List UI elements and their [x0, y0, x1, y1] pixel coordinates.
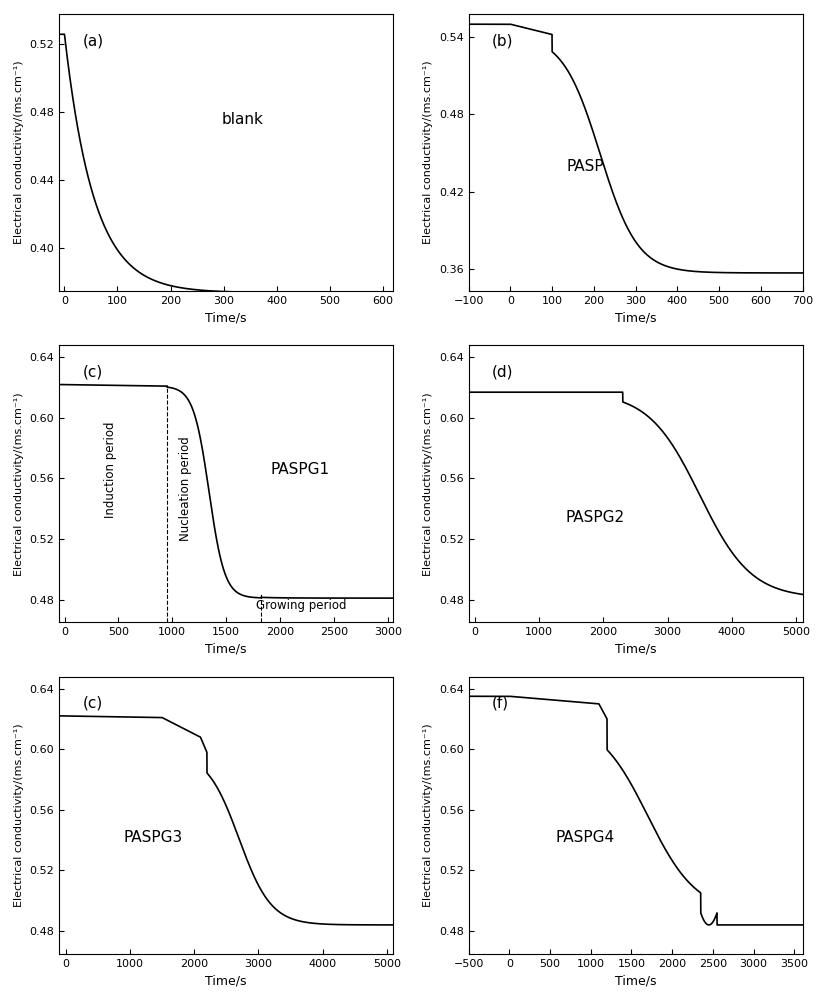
Y-axis label: Electrical conductivity/(ms.cm⁻¹): Electrical conductivity/(ms.cm⁻¹) — [423, 724, 433, 907]
X-axis label: Time/s: Time/s — [205, 974, 247, 987]
Text: PASPG4: PASPG4 — [556, 830, 615, 845]
Text: Induction period: Induction period — [104, 421, 117, 518]
X-axis label: Time/s: Time/s — [614, 974, 657, 987]
X-axis label: Time/s: Time/s — [614, 311, 657, 324]
Text: PASPG1: PASPG1 — [270, 462, 329, 477]
Text: PASP: PASP — [566, 159, 605, 174]
Y-axis label: Electrical conductivity/(ms.cm⁻¹): Electrical conductivity/(ms.cm⁻¹) — [14, 392, 24, 576]
Text: (d): (d) — [492, 364, 514, 379]
Y-axis label: Electrical conductivity/(ms.cm⁻¹): Electrical conductivity/(ms.cm⁻¹) — [423, 392, 433, 576]
Y-axis label: Electrical conductivity/(ms.cm⁻¹): Electrical conductivity/(ms.cm⁻¹) — [423, 61, 433, 244]
Text: PASPG3: PASPG3 — [123, 830, 182, 845]
Text: (a): (a) — [83, 33, 103, 48]
Text: PASPG2: PASPG2 — [566, 510, 625, 525]
Text: Nucleation period: Nucleation period — [179, 436, 192, 542]
Y-axis label: Electrical conductivity/(ms.cm⁻¹): Electrical conductivity/(ms.cm⁻¹) — [14, 724, 24, 907]
X-axis label: Time/s: Time/s — [205, 311, 247, 324]
Text: (f): (f) — [492, 696, 509, 711]
Text: (c): (c) — [83, 364, 103, 379]
Y-axis label: Electrical conductivity/(ms.cm⁻¹): Electrical conductivity/(ms.cm⁻¹) — [14, 61, 24, 244]
Text: blank: blank — [222, 112, 264, 127]
X-axis label: Time/s: Time/s — [205, 643, 247, 656]
Text: (b): (b) — [492, 33, 514, 48]
Text: (c): (c) — [83, 696, 103, 711]
X-axis label: Time/s: Time/s — [614, 643, 657, 656]
Text: Growing period: Growing period — [256, 600, 347, 613]
